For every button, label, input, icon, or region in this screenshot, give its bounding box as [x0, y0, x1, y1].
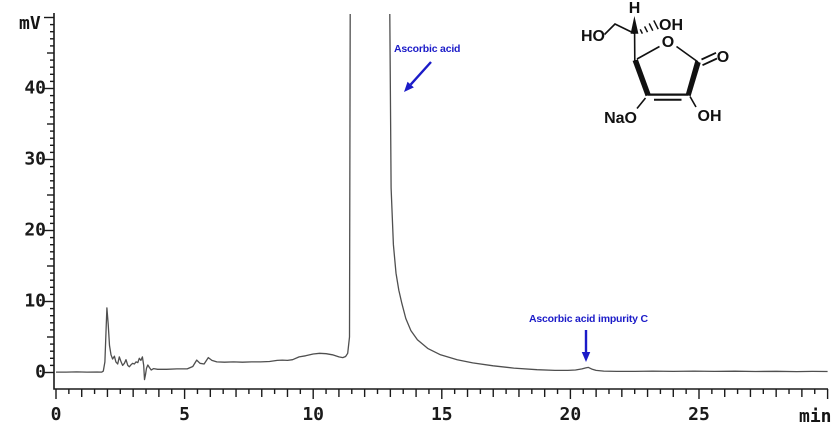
atom-label: O	[662, 34, 674, 51]
y-tick-label: 0	[35, 362, 46, 383]
x-tick-label: 0	[51, 404, 62, 425]
wedge-c3c4	[632, 59, 651, 97]
atom-label: OH	[698, 108, 722, 125]
x-tick-label: 25	[688, 404, 710, 425]
annotation-impurity-c: Ascorbic acid impurity C	[529, 313, 648, 325]
y-tick-label: 30	[24, 149, 46, 170]
y-axis-unit-label: mV	[19, 13, 41, 34]
atom-label: NaO	[604, 110, 637, 127]
annotation-arrows	[404, 61, 591, 362]
annotation-arrowhead	[404, 81, 414, 92]
x-tick-label: 5	[179, 404, 190, 425]
wedge-c1c2	[685, 60, 701, 97]
y-tick-label: 20	[24, 220, 46, 241]
atom-label: H	[629, 0, 641, 17]
chromatogram-trace	[56, 13, 828, 381]
y-tick-label: 40	[24, 78, 46, 99]
trace-line	[56, 13, 828, 381]
axes: 0 10 20 30 40 0 5 10 15 20 25	[24, 13, 829, 425]
axis-lines	[53, 13, 828, 390]
hash-wedge	[639, 20, 659, 34]
x-tick-label: 20	[560, 404, 582, 425]
annotation-arrowhead	[581, 352, 591, 362]
wedge-h	[630, 16, 639, 34]
x-axis-unit-label: min	[799, 406, 832, 426]
bond-carbonyl	[701, 51, 718, 67]
y-tick-label: 10	[24, 291, 46, 312]
atom-label: O	[717, 49, 729, 66]
atom-label: HO	[581, 28, 605, 45]
x-tick-label: 10	[302, 404, 324, 425]
x-tick-label: 15	[431, 404, 453, 425]
atom-label: OH	[659, 17, 683, 34]
annotation-ascorbic-acid: Ascorbic acid	[394, 43, 461, 55]
bond-lines	[603, 23, 699, 110]
annotation-arrow-line	[409, 61, 432, 86]
